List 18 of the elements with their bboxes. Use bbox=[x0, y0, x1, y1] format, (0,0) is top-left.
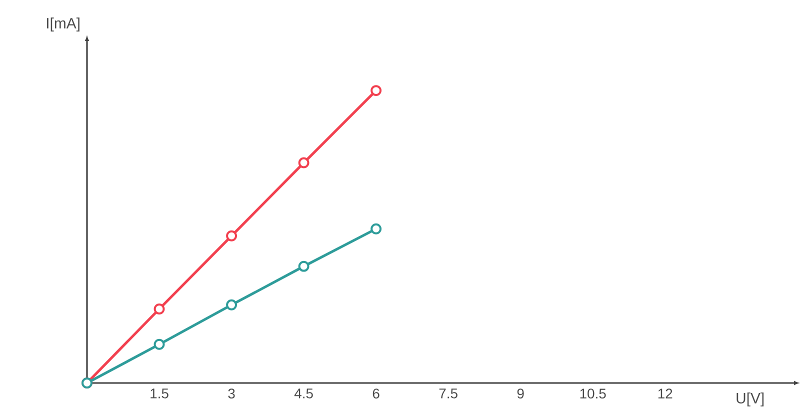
x-tick-label: 3 bbox=[228, 388, 235, 399]
x-tick-label: 12 bbox=[658, 388, 672, 398]
point bbox=[298, 157, 310, 168]
x-tick-label: 4.5 bbox=[294, 388, 313, 398]
point bbox=[226, 230, 238, 242]
point bbox=[370, 85, 382, 96]
point bbox=[154, 304, 165, 314]
x-tick-label: 9 bbox=[517, 388, 524, 399]
point bbox=[226, 299, 238, 310]
x-tick-label: 7.5 bbox=[439, 388, 458, 398]
point bbox=[370, 223, 382, 234]
point bbox=[298, 260, 310, 272]
x-tick-label: 1.5 bbox=[150, 388, 168, 398]
x-tick-label: 10.5 bbox=[580, 388, 606, 399]
x-axis-title: U[V] bbox=[736, 392, 764, 406]
point bbox=[154, 338, 165, 350]
y-axis-title: I[mA] bbox=[46, 18, 80, 32]
x-tick-label: 6 bbox=[372, 388, 380, 399]
